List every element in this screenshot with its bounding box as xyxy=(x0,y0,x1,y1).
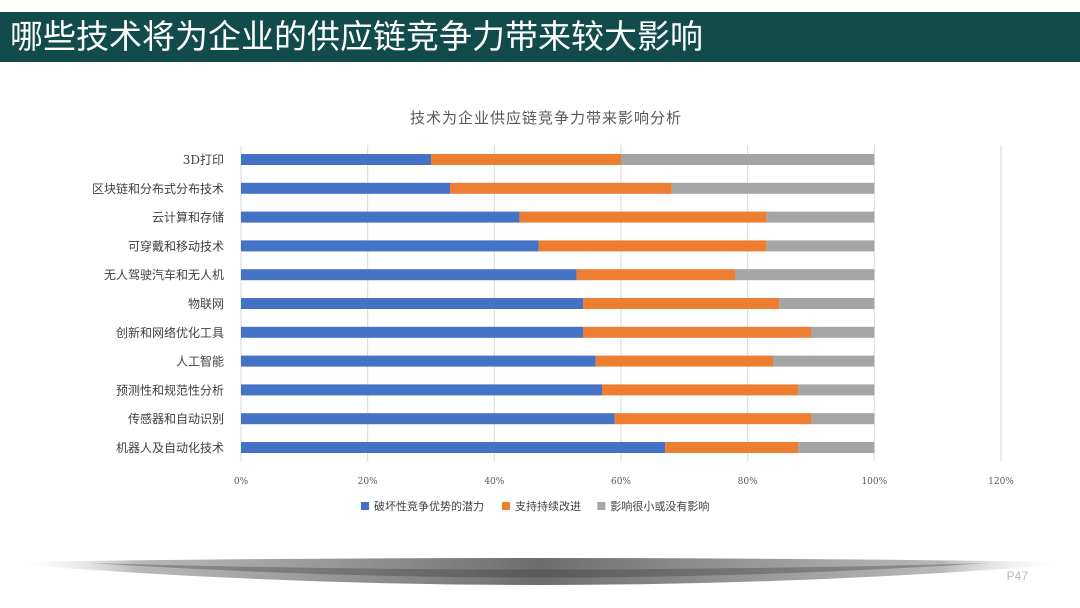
legend-swatch xyxy=(361,502,369,510)
category-label: 传感器和自动识别 xyxy=(128,411,224,426)
legend-swatch xyxy=(502,502,510,510)
bottom-shadow-decoration xyxy=(10,558,1070,585)
bar-segment xyxy=(766,240,875,252)
slide-title: 哪些技术将为企业的供应链竞争力带来较大影响 xyxy=(10,17,703,56)
bar-segment xyxy=(614,413,811,425)
bar-segment xyxy=(735,269,875,281)
category-label: 无人驾驶汽车和无人机 xyxy=(104,267,224,282)
bar-segment xyxy=(241,384,602,396)
bar-segment xyxy=(241,269,577,281)
bar-segment xyxy=(241,154,431,165)
bar-segment xyxy=(779,298,875,309)
legend-swatch xyxy=(597,502,606,510)
x-tick-label: 60% xyxy=(611,477,631,487)
bar-segment xyxy=(241,182,450,194)
x-tick-label: 20% xyxy=(358,477,378,487)
x-tick-label: 0% xyxy=(234,477,249,487)
bar-segment xyxy=(241,298,583,309)
category-label: 可穿戴和移动技术 xyxy=(128,238,224,253)
bar-segment xyxy=(583,326,811,338)
bar-segment xyxy=(665,442,799,453)
x-tick-label: 100% xyxy=(861,477,887,487)
bar-segment xyxy=(241,240,539,252)
bar-segment xyxy=(671,182,875,194)
bar-segment xyxy=(798,442,875,453)
bar-segment xyxy=(538,240,767,252)
bar-segment xyxy=(431,154,621,165)
bar-segment xyxy=(241,442,666,453)
x-tick-label: 40% xyxy=(484,477,504,487)
bar-segment xyxy=(241,355,596,367)
legend-label: 支持持续改进 xyxy=(515,499,581,513)
category-label: 人工智能 xyxy=(176,354,224,369)
x-tick-label: 120% xyxy=(988,477,1014,487)
bar-segment xyxy=(602,384,799,396)
category-label: 云计算和存储 xyxy=(152,210,224,225)
legend-label: 影响很小或没有影响 xyxy=(610,499,709,513)
bar-segment xyxy=(621,154,875,165)
category-label: 预测性和规范性分析 xyxy=(116,382,224,397)
x-tick-label: 80% xyxy=(738,477,758,487)
category-label: 区块链和分布式分布技术 xyxy=(92,181,224,196)
bar-segment xyxy=(576,269,735,281)
bar-segment xyxy=(773,355,875,367)
chart-title: 技术为企业供应链竞争力带来影响分析 xyxy=(410,109,682,127)
page-number: P47 xyxy=(1006,569,1028,583)
bar-segment xyxy=(583,298,780,309)
bar-segment xyxy=(450,182,672,194)
category-label: 物联网 xyxy=(188,297,224,311)
bar-segment xyxy=(798,384,875,396)
title-band: 哪些技术将为企业的供应链竞争力带来较大影响 xyxy=(0,12,1080,62)
category-label: 创新和网络优化工具 xyxy=(116,325,224,340)
category-label: 机器人及自动化技术 xyxy=(116,441,224,455)
category-label: 3D打印 xyxy=(183,153,224,167)
bar-segment xyxy=(811,413,875,425)
legend-label: 破坏性竞争优势的潜力 xyxy=(374,499,484,513)
bar-segment xyxy=(811,326,875,338)
bar-segment xyxy=(241,413,615,425)
bar-segment xyxy=(241,326,583,338)
bar-segment xyxy=(595,355,773,367)
bar-segment xyxy=(241,211,520,223)
bar-segment xyxy=(766,211,875,223)
bar-segment xyxy=(519,211,767,223)
